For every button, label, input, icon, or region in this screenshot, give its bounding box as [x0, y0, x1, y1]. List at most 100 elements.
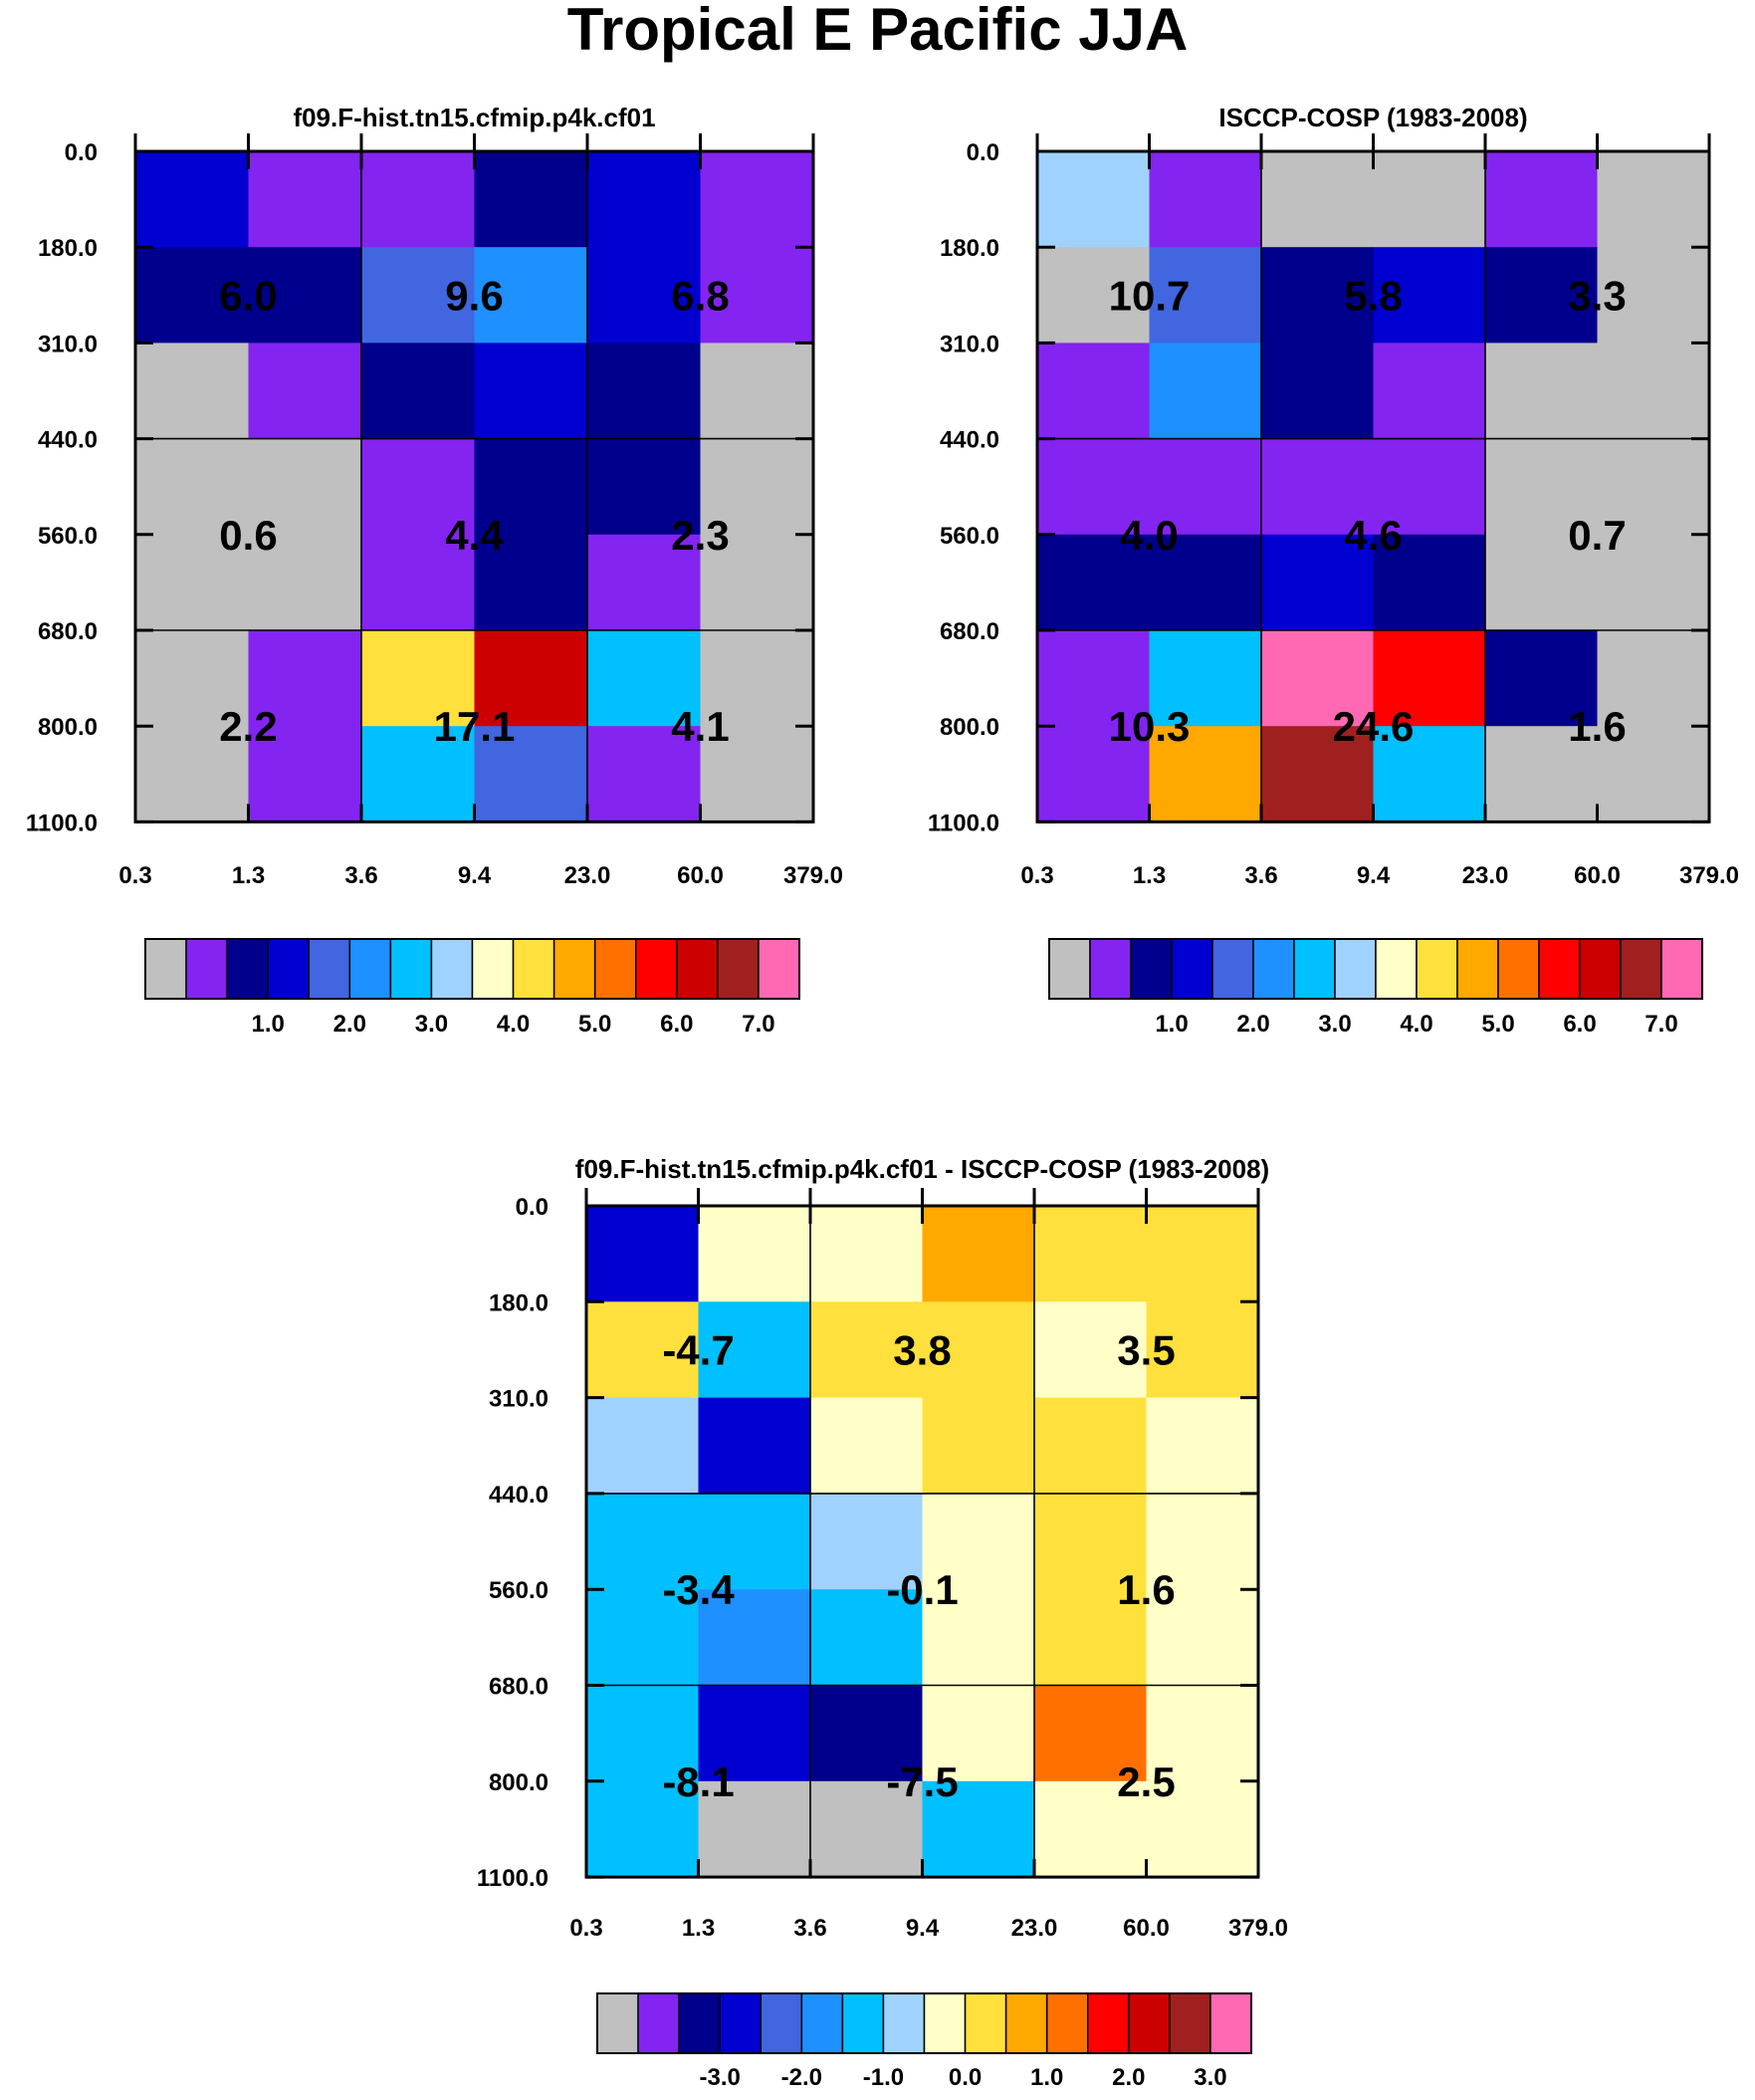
y-tick-label: 310.0	[38, 331, 98, 357]
group-total-label: 0.7	[1568, 512, 1626, 559]
heatmap-cell	[248, 534, 362, 631]
heatmap-cell	[700, 438, 814, 536]
heatmap-cell	[474, 151, 588, 248]
heatmap-cell	[587, 343, 702, 440]
heatmap-cell	[135, 630, 250, 727]
heatmap-cell	[1146, 1685, 1259, 1782]
colorbar-box	[1375, 938, 1418, 1000]
heatmap-cell	[1485, 151, 1599, 248]
colorbar-box	[1620, 938, 1662, 1000]
heatmap-cell	[1261, 534, 1375, 631]
group-total-label: 4.0	[1120, 512, 1178, 559]
y-tick-label: 310.0	[489, 1386, 548, 1413]
colorbar-label: -2.0	[781, 2064, 822, 2091]
y-tick-label: 800.0	[38, 714, 98, 741]
group-total-label: 6.8	[671, 272, 729, 319]
colorbar-frame	[144, 938, 800, 1000]
heatmap-cell	[361, 534, 476, 631]
heatmap-cell	[1149, 630, 1262, 727]
heatmap-cell	[810, 1206, 924, 1302]
colorbar-box	[800, 1992, 844, 2054]
colorbar-label: 2.0	[1112, 2064, 1145, 2091]
group-total-label: 3.5	[1117, 1326, 1175, 1373]
y-tick-label: 680.0	[940, 618, 999, 645]
heatmap-cell	[361, 151, 476, 248]
colorbar-box	[1089, 938, 1132, 1000]
group-total-label: 1.6	[1117, 1566, 1175, 1613]
panel-1: f09.F-hist.tn15.cfmip.p4k.cf01 0.0 180.0 31…	[26, 103, 843, 1038]
heatmap-cell	[1034, 1780, 1148, 1878]
heatmap-cell	[1149, 534, 1262, 631]
heatmap-cell	[1485, 726, 1599, 822]
heatmap-cell	[1146, 1397, 1259, 1495]
group-total-label: 10.3	[1109, 703, 1191, 750]
heatmap-cell	[474, 343, 588, 440]
heatmap-cell	[1485, 247, 1599, 344]
heatmap-cell	[1034, 1589, 1148, 1687]
group-total-label: 4.6	[1344, 512, 1402, 559]
panel-title: ISCCP-COSP (1983-2008)	[1218, 103, 1527, 132]
heatmap-cell	[248, 247, 362, 344]
y-tick-label: 560.0	[940, 523, 999, 550]
x-tick-label: 3.6	[1244, 862, 1277, 889]
colorbar-frame	[596, 1992, 1252, 2054]
heatmap-cell	[698, 1301, 811, 1399]
heatmap-cell	[1037, 343, 1151, 440]
colorbar-box	[389, 938, 433, 1000]
heatmap-cell	[1034, 1397, 1148, 1495]
group-total-label: -8.1	[662, 1758, 734, 1805]
heatmap-cell	[586, 1780, 700, 1878]
colorbar-box	[471, 938, 515, 1000]
heatmap-cell	[698, 1397, 811, 1495]
x-tick-label: 379.0	[783, 862, 843, 889]
colorbar-box	[678, 1992, 721, 2054]
group-total-label: 3.8	[893, 1326, 951, 1373]
colorbar-box	[1456, 938, 1499, 1000]
group-total-label: 1.6	[1568, 703, 1626, 750]
colorbar-label: 1.0	[252, 1011, 285, 1038]
colorbar-box	[1128, 1992, 1171, 2054]
group-total-label: 4.4	[445, 512, 504, 559]
colorbar-box	[185, 938, 228, 1000]
heatmap-cell	[922, 1397, 1035, 1495]
y-tick-label: 440.0	[940, 427, 999, 454]
x-tick-label: 60.0	[1574, 862, 1621, 889]
heatmap-cell	[586, 1493, 700, 1590]
heatmap-cell	[698, 1589, 811, 1687]
heatmap-cell	[1261, 247, 1375, 344]
group-total-label: -7.5	[886, 1758, 958, 1805]
y-tick-label: 680.0	[489, 1674, 548, 1701]
heatmap-cell	[1485, 343, 1599, 440]
colorbar-box	[308, 938, 351, 1000]
heatmap-cell	[586, 1685, 700, 1782]
heatmap-cell	[474, 630, 588, 727]
colorbar-box	[1048, 938, 1091, 1000]
colorbar-label: 1.0	[1155, 1011, 1188, 1038]
group-total-label: -0.1	[886, 1566, 958, 1613]
heatmap-cell	[1034, 1493, 1148, 1590]
group-total-label: -4.7	[662, 1326, 734, 1373]
heatmap-cell	[1597, 151, 1710, 248]
colorbar-label: 6.0	[1563, 1011, 1596, 1038]
x-tick-label: 1.3	[232, 862, 265, 889]
heatmap-cell	[361, 247, 476, 344]
heatmap-cell	[1261, 726, 1375, 822]
x-tick-label: 9.4	[906, 1915, 940, 1942]
x-tick-label: 9.4	[458, 862, 492, 889]
group-total-label: 6.0	[219, 272, 277, 319]
heatmap-cell	[1485, 438, 1599, 536]
group-total-label: 3.3	[1568, 272, 1626, 319]
heatmap-cell	[922, 1206, 1035, 1302]
heatmap-cell	[1485, 630, 1599, 727]
heatmap-cell	[135, 247, 250, 344]
colorbar-box	[676, 938, 719, 1000]
y-tick-label: 180.0	[38, 235, 98, 262]
heatmap-cell	[1373, 151, 1486, 248]
heatmap-cell	[700, 343, 814, 440]
heatmap-cell	[1146, 1493, 1259, 1590]
heatmap-cell	[922, 1780, 1035, 1878]
x-tick-label: 23.0	[564, 862, 611, 889]
heatmap-cell	[922, 1493, 1035, 1590]
group-total-label: 2.3	[671, 512, 729, 559]
